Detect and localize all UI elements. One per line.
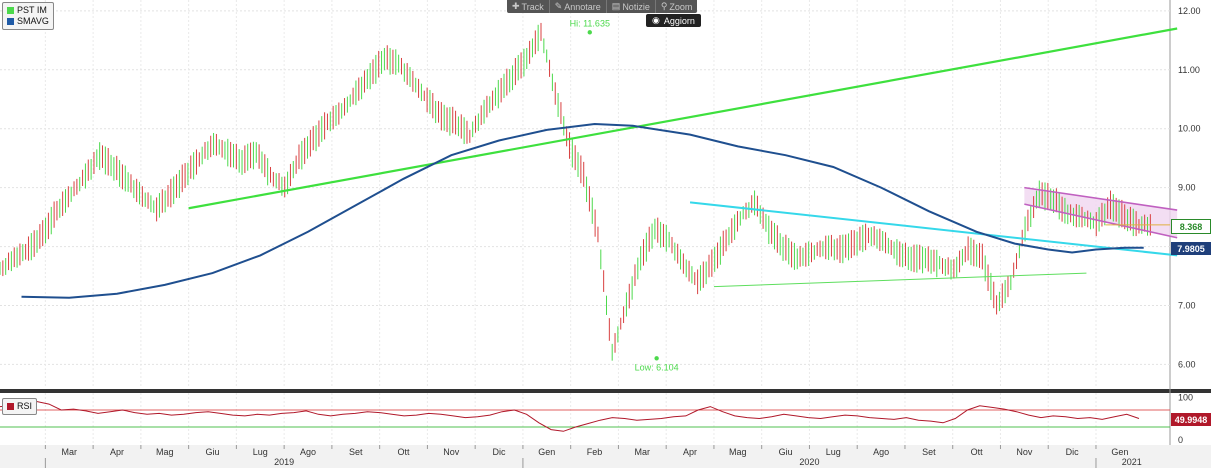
legend-label-price: PST IM	[17, 5, 47, 15]
rsi-legend[interactable]: RSI	[2, 398, 38, 415]
panel-divider	[0, 389, 1211, 393]
x-month-label: Nov	[1016, 447, 1033, 457]
x-month-label: Apr	[110, 447, 124, 457]
legend-swatch-price	[7, 7, 14, 14]
sma-value-badge: 7.9805	[1171, 242, 1211, 255]
rsi-swatch	[7, 403, 14, 410]
x-month-label: Ago	[873, 447, 889, 457]
pencil-icon: ✎	[554, 1, 563, 11]
legend-label-sma: SMAVG	[17, 16, 49, 26]
trendline-1	[689, 201, 1178, 257]
trendline-3	[1024, 186, 1178, 211]
x-axis-bg	[0, 445, 1211, 468]
rsi-tick-label: 100	[1178, 392, 1193, 402]
low-marker	[654, 356, 659, 361]
price-panel-bg	[0, 0, 1211, 389]
y-tick-label: 9.00	[1178, 183, 1196, 193]
track-label: Track	[521, 1, 544, 12]
news-icon: ▤	[611, 1, 621, 11]
refresh-label: Aggiorn	[663, 15, 695, 26]
last-price-badge: 8.368	[1171, 219, 1211, 234]
y-tick-label: 6.00	[1178, 359, 1196, 369]
x-month-label: Ott	[398, 447, 411, 457]
y-tick-label: 11.00	[1178, 65, 1200, 75]
x-year-label: 2021	[1122, 457, 1142, 467]
y-tick-label: 7.00	[1178, 300, 1196, 310]
plus-icon: ✚	[512, 1, 520, 11]
x-month-label: Dic	[493, 447, 506, 457]
x-month-label: Mar	[61, 447, 77, 457]
rsi-line	[0, 400, 1140, 432]
news-label: Notizie	[622, 1, 650, 12]
chart-toolbar: ✚ Track ✎ Annotare ▤ Notizie ⚲ Zoom	[507, 0, 698, 13]
x-month-label: Mag	[729, 447, 747, 457]
x-month-label: Mag	[156, 447, 174, 457]
low-label: Low: 6.104	[635, 362, 679, 372]
annotate-label: Annotare	[564, 1, 601, 12]
x-month-label: Lug	[826, 447, 841, 457]
x-month-label: Ott	[971, 447, 984, 457]
zoom-button[interactable]: ⚲ Zoom	[656, 0, 698, 13]
legend-item-sma[interactable]: SMAVG	[7, 16, 49, 27]
chart-legend[interactable]: PST IM SMAVG	[2, 2, 54, 30]
x-month-label: Dic	[1066, 447, 1079, 457]
track-button[interactable]: ✚ Track	[507, 0, 550, 13]
x-year-label: 2019	[274, 457, 294, 467]
x-month-label: Nov	[443, 447, 460, 457]
x-month-label: Set	[349, 447, 363, 457]
radio-icon: ◉	[652, 15, 660, 25]
rsi-value-badge: 49.9948	[1171, 413, 1211, 426]
legend-item-price[interactable]: PST IM	[7, 5, 49, 16]
x-month-label: Giu	[206, 447, 220, 457]
refresh-button[interactable]: ◉ Aggiorn	[646, 14, 701, 27]
x-month-label: Lug	[253, 447, 268, 457]
y-tick-label: 10.00	[1178, 124, 1201, 134]
annotate-button[interactable]: ✎ Annotare	[550, 0, 607, 13]
legend-swatch-sma	[7, 18, 14, 25]
x-month-label: Apr	[683, 447, 697, 457]
rsi-tick-label: 0	[1178, 435, 1183, 445]
trendline-4	[1024, 203, 1178, 239]
magnifier-icon: ⚲	[660, 1, 668, 11]
trendline-2	[713, 272, 1087, 288]
x-month-label: Gen	[1111, 447, 1128, 457]
news-button[interactable]: ▤ Notizie	[607, 0, 656, 13]
x-month-label: Set	[922, 447, 936, 457]
sma-line	[21, 122, 1144, 299]
x-month-label: Feb	[587, 447, 603, 457]
y-tick-label: 12.00	[1178, 6, 1201, 16]
zoom-label: Zoom	[669, 1, 693, 12]
rsi-label: RSI	[17, 401, 33, 411]
trendline-0	[188, 27, 1178, 210]
x-month-label: Mar	[635, 447, 651, 457]
x-month-label: Gen	[538, 447, 555, 457]
x-year-label: 2020	[799, 457, 819, 467]
x-month-label: Ago	[300, 447, 316, 457]
x-month-label: Giu	[779, 447, 793, 457]
hi-label: Hi: 11.635	[570, 18, 610, 28]
